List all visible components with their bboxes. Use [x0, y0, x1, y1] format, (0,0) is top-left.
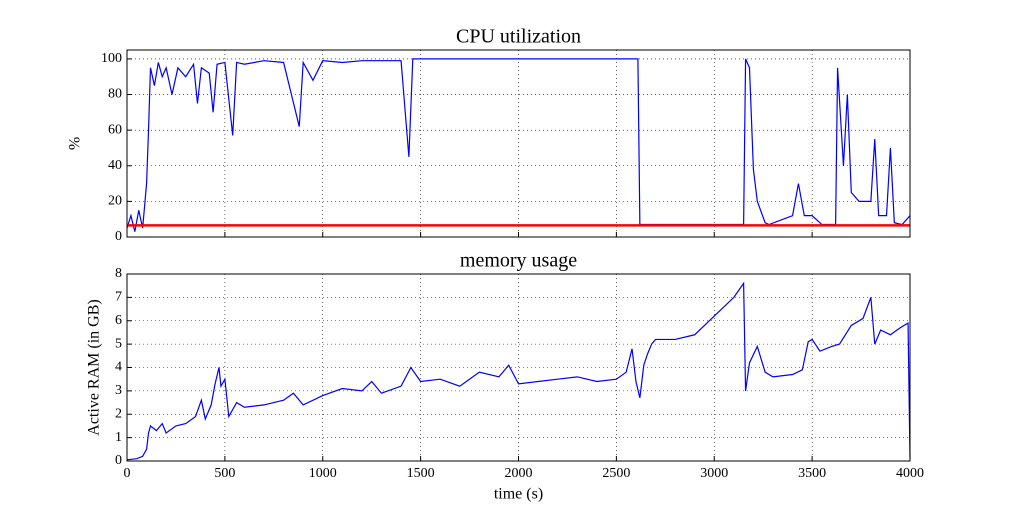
data-line [126, 58, 911, 232]
x-axis-label: time (s) [494, 486, 543, 503]
plot-frame [126, 49, 911, 238]
y-tick-label: 2 [115, 406, 122, 421]
y-tick-label: 8 [115, 266, 122, 281]
chart-title: memory usage [460, 250, 577, 272]
x-tick-label: 2500 [602, 466, 630, 481]
data-line [126, 281, 911, 461]
y-tick-label: 7 [115, 290, 122, 305]
x-tick-label: 1500 [407, 466, 435, 481]
plot-frame [126, 273, 911, 462]
x-tick-label: 4000 [896, 466, 924, 481]
y-tick-label: 3 [115, 383, 122, 398]
x-tick-label: 1000 [309, 466, 337, 481]
x-tick-label: 3500 [798, 466, 826, 481]
y-tick-label: 80 [108, 87, 122, 102]
y-tick-label: 100 [101, 51, 122, 66]
x-tick-label: 2000 [505, 466, 533, 481]
y-axis-label: % [67, 137, 84, 150]
y-tick-label: 6 [115, 313, 122, 328]
y-tick-label: 60 [108, 122, 122, 137]
y-tick-label: 40 [108, 158, 122, 173]
y-axis-label: Active RAM (in GB) [86, 299, 103, 435]
y-tick-label: 5 [115, 336, 122, 351]
x-tick-label: 500 [214, 466, 235, 481]
y-tick-label: 1 [115, 430, 122, 445]
y-tick-label: 0 [115, 229, 122, 244]
y-tick-label: 0 [115, 453, 122, 468]
chart-title: CPU utilization [456, 26, 581, 48]
y-tick-label: 20 [108, 194, 122, 209]
x-tick-label: 0 [124, 466, 131, 481]
y-tick-label: 4 [115, 360, 122, 375]
x-tick-label: 3000 [700, 466, 728, 481]
